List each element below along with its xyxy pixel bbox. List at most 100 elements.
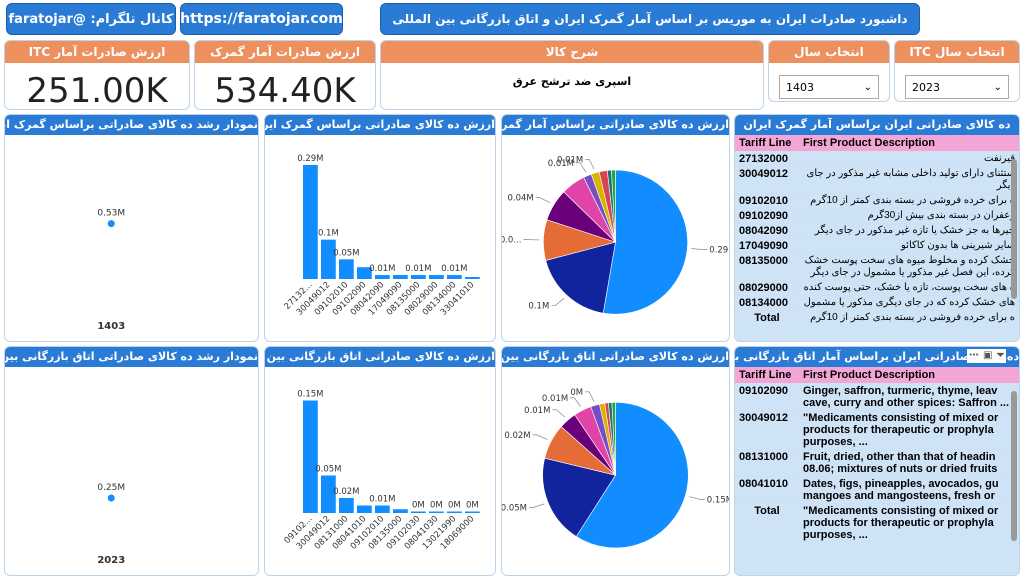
table-row[interactable]: 08041010 Dates, figs, pineapples, avocado…: [735, 476, 1019, 504]
bar-customs-panel: ارزش ده کالای صادراتی براساس گمرک ایران …: [264, 114, 496, 342]
table-customs-scrollbar[interactable]: [1011, 159, 1017, 299]
data-label: 0.01M: [369, 264, 395, 274]
bar-itc-title: ارزش ده کالای صادراتی اتاق بازرگانی بین …: [265, 347, 495, 367]
data-label: 0.02M: [333, 487, 359, 497]
bar: [357, 505, 372, 513]
telegram-button[interactable]: کانال تلگرام: @faratojar: [6, 3, 176, 35]
table-itc-title: ده کالای صادراتی ایران براساس آمار اتاق …: [735, 347, 1019, 367]
col-description[interactable]: First Product Description: [799, 367, 1019, 384]
kpi-itc-label: ارزش صادرات آمار ITC: [5, 41, 189, 63]
bar: [411, 511, 426, 513]
tariff-code-cell: 08041010: [735, 476, 799, 504]
description-cell: چیرها به جز خشک یا تازه غیر مذکور در جای…: [799, 223, 1019, 239]
table-row[interactable]: 08029000 ه های سخت پوست، تازه یا خشک، حتی…: [735, 280, 1019, 296]
growth-customs-chart: 0.53M 1403: [97, 209, 125, 332]
table-customs: Tariff Line First Product Description 27…: [735, 135, 1019, 325]
product-card: شرح کالا اسپری ضد ترشح عرق: [380, 40, 764, 110]
description-cell: Dates, figs, pineapples, avocados, gu ma…: [799, 476, 1019, 504]
bar: [465, 277, 480, 279]
description-cell: Fruit, dried, other than that of headin …: [799, 449, 1019, 477]
data-label: 0.1M: [318, 229, 339, 239]
data-label: 0M: [448, 501, 461, 511]
data-label: 0.01M: [542, 394, 568, 404]
data-label: 0.53M: [97, 209, 125, 219]
table-itc-body[interactable]: Tariff Line First Product Description 09…: [735, 367, 1019, 575]
total-description: ه برای خرده فروشی در بسته بندی کمتر از 1…: [799, 310, 1019, 325]
year-slicer-label: انتخاب سال: [769, 41, 889, 63]
description-cell: ه برای خرده فروشی در بسته بندی کمتر از 1…: [799, 193, 1019, 209]
col-tariff-line[interactable]: Tariff Line: [735, 367, 799, 384]
total-label: Total: [735, 503, 799, 542]
table-row[interactable]: 09102090 Ginger, saffron, turmeric, thyme…: [735, 383, 1019, 411]
col-tariff-line[interactable]: Tariff Line: [735, 135, 799, 152]
bar: [447, 511, 462, 513]
tariff-code-cell: 08134000: [735, 295, 799, 311]
leader-line: [529, 503, 545, 508]
table-row[interactable]: 09102090 زعفران در بسته بندی بیش از30گرم: [735, 208, 1019, 224]
pie-slice: [611, 169, 616, 243]
data-label: 0.01M: [369, 495, 395, 505]
leader-line: [551, 297, 565, 306]
table-row[interactable]: 30049012 ستثنای دارای تولید داخلی مشابه غ…: [735, 166, 1019, 194]
data-label: 0.05M: [502, 504, 527, 514]
data-label: 0.01M: [557, 156, 583, 166]
itc-year-dropdown[interactable]: 2023 ⌄: [905, 75, 1009, 99]
table-row[interactable]: 30049012 "Medicaments consisting of mixed…: [735, 410, 1019, 450]
table-row[interactable]: 08042090 چیرها به جز خشک یا تازه غیر مذکو…: [735, 223, 1019, 239]
product-value: اسپری ضد ترشح عرق: [512, 75, 632, 88]
filter-icon[interactable]: ⏷: [996, 350, 1005, 361]
data-label: 0M: [466, 501, 479, 511]
pie-slice: [602, 169, 688, 315]
data-label: 0.01M: [441, 264, 467, 274]
table-row[interactable]: 08134000 های خشک کرده که در جای دیگری مذک…: [735, 295, 1019, 311]
col-description[interactable]: First Product Description: [799, 135, 1019, 152]
bar: [447, 275, 462, 279]
more-options-icon[interactable]: ⋯: [969, 350, 979, 361]
telegram-label: کانال تلگرام: @faratojar: [8, 11, 174, 27]
year-slicer: انتخاب سال 1403 ⌄: [768, 40, 890, 102]
data-label: 0.29M: [709, 245, 729, 255]
description-cell: های خشک کرده که در جای دیگری مذکور یا مش…: [799, 295, 1019, 311]
pie-slice: [545, 241, 616, 314]
growth-itc-title: نمودار رشد ده کالای صادراتی اتاق بازرگان…: [5, 347, 258, 367]
table-row[interactable]: 17049090 سایر شیرینی ها بدون کاکائو: [735, 238, 1019, 254]
website-link[interactable]: https://faratojar.com: [180, 3, 343, 35]
table-row[interactable]: 27132000 قیرنفت: [735, 151, 1019, 167]
description-cell: قیرنفت: [799, 151, 1019, 167]
x-tick-label: 2023: [97, 555, 125, 566]
bar: [393, 509, 408, 513]
leader-line: [575, 162, 587, 173]
bar: [339, 498, 354, 513]
growth-itc-panel: نمودار رشد ده کالای صادراتی اتاق بازرگان…: [4, 346, 259, 576]
table-row[interactable]: 09102010 ه برای خرده فروشی در بسته بندی ک…: [735, 193, 1019, 209]
bar: [465, 511, 480, 513]
tariff-code-cell: 09102010: [735, 193, 799, 209]
data-label: 0.04M: [508, 194, 534, 204]
tariff-code-cell: 30049012: [735, 410, 799, 450]
leader-line: [532, 434, 548, 440]
product-label: شرح کالا: [381, 41, 763, 63]
leader-line: [570, 397, 582, 407]
table-total-row: Total "Medicaments consisting of mixed or…: [735, 503, 1019, 542]
table-customs-body[interactable]: Tariff Line First Product Description 27…: [735, 135, 1019, 341]
table-itc-scrollbar[interactable]: [1011, 391, 1017, 541]
pie-itc-panel: ارزش ده کالای صادراتی اتاق بازرگانی بین …: [501, 346, 730, 576]
itc-year-dropdown-value: 2023: [912, 80, 940, 94]
page-title: داشبورد صادرات ایران به موریس بر اساس آم…: [380, 3, 920, 35]
pie-slice: [575, 402, 689, 549]
growth-customs-panel: نمودار رشد ده کالای صادراتی براساس گمرک …: [4, 114, 259, 342]
focus-mode-icon[interactable]: ▣: [983, 350, 993, 361]
tariff-code-cell: 08029000: [735, 280, 799, 296]
year-dropdown[interactable]: 1403 ⌄: [779, 75, 879, 99]
bar: [303, 164, 318, 279]
description-cell: سایر شیرینی ها بدون کاکائو: [799, 238, 1019, 254]
kpi-customs-card: ارزش صادرات آمار گمرک ایران 534.40K: [194, 40, 376, 110]
leader-line: [552, 409, 566, 418]
table-row[interactable]: 08131000 Fruit, dried, other than that of…: [735, 449, 1019, 477]
leader-line: [585, 391, 595, 402]
website-label: https://faratojar.com: [180, 11, 343, 27]
table-row[interactable]: 08135000 خشک کرده و مخلوط میوه های سخت پو…: [735, 253, 1019, 281]
data-point: [107, 494, 115, 502]
bar: [339, 259, 354, 279]
